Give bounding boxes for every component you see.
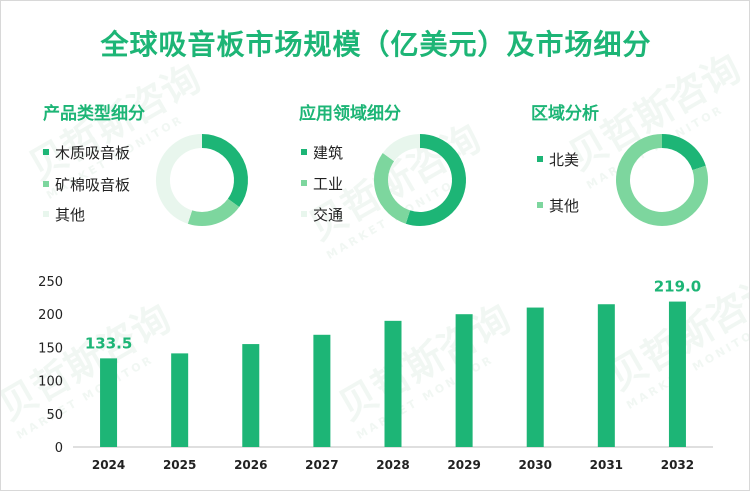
y-tick-label: 200 bbox=[38, 308, 63, 323]
legend-item: 工业 bbox=[301, 173, 343, 194]
product-type-donut bbox=[156, 134, 248, 226]
x-tick-label: 2024 bbox=[92, 458, 125, 472]
legend-swatch bbox=[537, 155, 543, 162]
legend-label: 北美 bbox=[549, 151, 580, 169]
donut-slice-1 bbox=[374, 152, 411, 224]
legend-item: 北美 bbox=[537, 149, 579, 170]
donut-slice-2 bbox=[382, 134, 421, 162]
bar-2028 bbox=[384, 320, 402, 447]
y-tick-label: 100 bbox=[38, 375, 63, 390]
legend-swatch bbox=[301, 148, 307, 155]
donut-slice-0 bbox=[201, 134, 248, 208]
bar-2025 bbox=[171, 353, 189, 447]
donut-slice-1 bbox=[616, 134, 708, 226]
legend-item: 其他 bbox=[43, 204, 85, 225]
bar-2030 bbox=[526, 307, 544, 447]
legend-label: 木质吸音板 bbox=[55, 144, 131, 162]
x-tick-label: 2027 bbox=[305, 458, 338, 472]
application-donut bbox=[374, 134, 466, 226]
bar-2029 bbox=[455, 314, 473, 447]
donut-slice-0 bbox=[405, 134, 466, 226]
legend-item: 交通 bbox=[301, 204, 343, 225]
x-tick-label: 2030 bbox=[519, 458, 552, 472]
bar-2032 bbox=[668, 301, 686, 447]
x-tick-label: 2028 bbox=[376, 458, 409, 472]
data-label: 219.0 bbox=[654, 278, 701, 296]
region-title: 区域分析 bbox=[531, 104, 599, 124]
y-tick-label: 50 bbox=[46, 408, 63, 423]
legend-item: 建筑 bbox=[301, 142, 343, 163]
y-tick-label: 150 bbox=[38, 341, 63, 356]
application-title: 应用领域细分 bbox=[299, 104, 401, 124]
donut-slice-2 bbox=[156, 134, 203, 224]
y-tick-label: 250 bbox=[38, 275, 63, 290]
legend-item: 木质吸音板 bbox=[43, 142, 130, 163]
legend-swatch bbox=[43, 210, 49, 217]
y-tick-label: 0 bbox=[55, 441, 63, 456]
x-tick-label: 2026 bbox=[234, 458, 267, 472]
legend-swatch bbox=[43, 148, 49, 155]
bar-2031 bbox=[597, 304, 615, 447]
legend-swatch bbox=[301, 179, 307, 186]
legend-label: 其他 bbox=[549, 197, 580, 215]
legend-label: 工业 bbox=[313, 175, 344, 193]
legend-label: 其他 bbox=[55, 206, 86, 224]
product-type-title: 产品类型细分 bbox=[43, 104, 145, 124]
legend-label: 交通 bbox=[313, 206, 344, 224]
legend-swatch bbox=[301, 210, 307, 217]
legend-label: 建筑 bbox=[313, 144, 344, 162]
donut-slice-0 bbox=[661, 134, 706, 171]
donut-slice-1 bbox=[187, 198, 240, 226]
x-tick-label: 2025 bbox=[163, 458, 196, 472]
legend-swatch bbox=[43, 180, 49, 187]
region-donut bbox=[616, 134, 708, 226]
legend-item: 矿棉吸音板 bbox=[43, 174, 130, 195]
x-tick-label: 2031 bbox=[590, 458, 623, 472]
x-tick-label: 2029 bbox=[447, 458, 480, 472]
legend-label: 矿棉吸音板 bbox=[55, 176, 131, 194]
bar-2024 bbox=[100, 358, 118, 447]
bar-2026 bbox=[242, 344, 260, 447]
bar-2027 bbox=[313, 334, 331, 447]
legend-item: 其他 bbox=[537, 195, 579, 216]
x-tick-label: 2032 bbox=[661, 458, 694, 472]
page-title: 全球吸音板市场规模（亿美元）及市场细分 bbox=[100, 28, 652, 61]
legend-swatch bbox=[537, 201, 543, 208]
data-label: 133.5 bbox=[85, 334, 132, 352]
